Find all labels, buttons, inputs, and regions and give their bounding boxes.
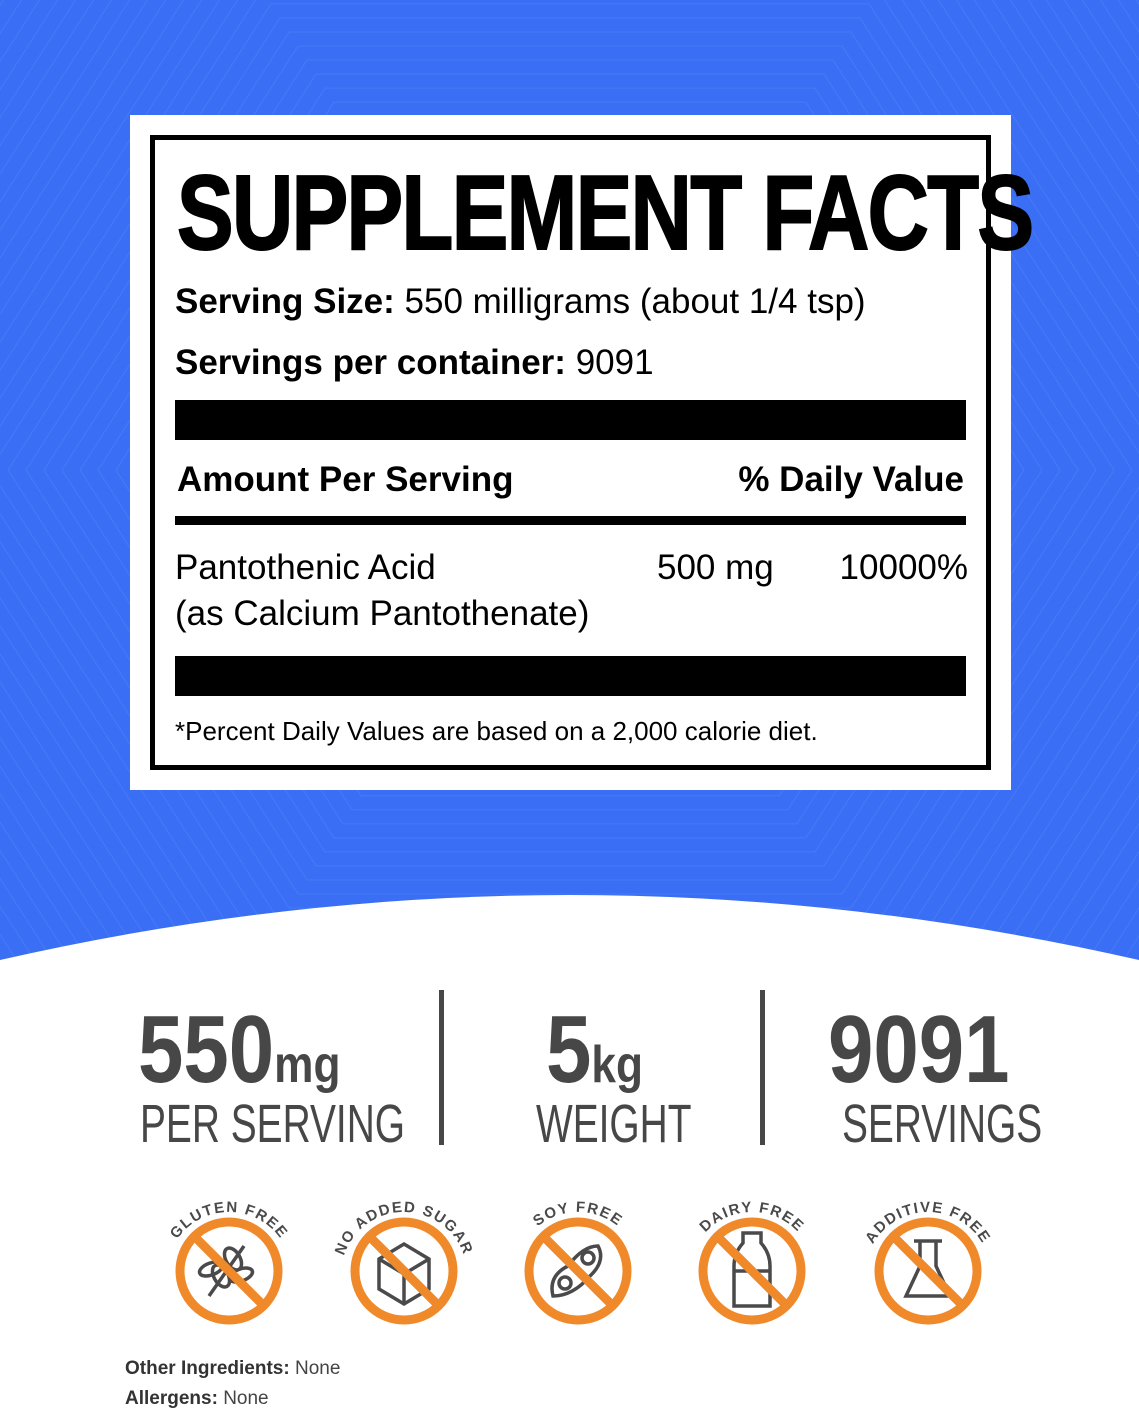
- stat-unit: mg: [274, 1036, 341, 1094]
- prohibition-slash: [713, 1232, 791, 1310]
- badge-no-added-sugar: NO ADDED SUGAR: [332, 1199, 477, 1325]
- footnote: *Percent Daily Values are based on a 2,0…: [175, 716, 818, 746]
- allergens: Allergens: None: [125, 1388, 269, 1410]
- supplement-facts-label: SUPPLEMENT FACTS Serving Size: 550 milli…: [130, 115, 1035, 790]
- serving-size-value: 550 milligrams (about 1/4 tsp): [404, 282, 866, 321]
- allergens-label: Allergens:: [125, 1388, 218, 1409]
- serving-size: Serving Size: 550 milligrams (about 1/4 …: [175, 282, 866, 322]
- divider-line: [760, 990, 765, 1145]
- badge-gluten-free: GLUTEN FREE: [167, 1199, 290, 1325]
- nutrient-source: (as Calcium Pantothenate): [175, 594, 590, 633]
- other-ingredients-value: None: [294, 1358, 341, 1379]
- soybean-icon: [550, 1244, 603, 1298]
- prohibition-slash: [190, 1232, 268, 1310]
- amount-per-serving-header: Amount Per Serving: [177, 460, 514, 499]
- nutrient-daily-value: 10000%: [839, 548, 968, 587]
- nutrient-amount: 500 mg: [657, 548, 774, 587]
- thick-divider: [175, 400, 966, 440]
- prohibition-slash: [889, 1232, 967, 1310]
- prohibition-circle-icon: [874, 1217, 982, 1325]
- divider-line: [439, 990, 444, 1145]
- badge-label: DAIRY FREE: [696, 1199, 807, 1236]
- prohibition-slash: [539, 1232, 617, 1310]
- other-ingredients-label: Other Ingredients:: [125, 1358, 290, 1379]
- badge-additive-free: ADDITIVE FREE: [862, 1199, 993, 1325]
- prohibition-circle-icon: [524, 1217, 632, 1325]
- label-border: SUPPLEMENT FACTS Serving Size: 550 milli…: [150, 135, 1035, 770]
- divider: [175, 516, 966, 525]
- stat-number: 9091: [828, 996, 1010, 1103]
- servings-label: Servings per container:: [175, 343, 566, 382]
- stat-caption: SERVINGS: [842, 1094, 1043, 1154]
- prohibition-circle-icon: [175, 1217, 283, 1325]
- badge-label: NO ADDED SUGAR: [332, 1199, 477, 1258]
- stat-value: 5kg: [546, 995, 643, 1105]
- servings-value: 9091: [575, 343, 654, 382]
- label-title: SUPPLEMENT FACTS: [176, 154, 1035, 272]
- other-ingredients: Other Ingredients: None: [125, 1358, 340, 1380]
- stat-caption: WEIGHT: [536, 1094, 692, 1154]
- stat-number: 550: [138, 996, 275, 1103]
- prohibition-circle-icon: [350, 1217, 458, 1325]
- stat-value: 550mg: [138, 995, 340, 1105]
- prohibition-circle-icon: [698, 1217, 806, 1325]
- serving-size-label: Serving Size:: [175, 282, 395, 321]
- badge-dairy-free: DAIRY FREE: [696, 1199, 807, 1325]
- allergens-value: None: [223, 1388, 269, 1409]
- stat-value: 9091: [828, 995, 1010, 1105]
- thick-divider: [175, 656, 966, 696]
- servings-per-container: Servings per container: 9091: [175, 343, 654, 383]
- daily-value-header: % Daily Value: [738, 460, 964, 499]
- stat-caption: PER SERVING: [140, 1094, 406, 1154]
- stat-number: 5: [546, 996, 592, 1103]
- stat-unit: kg: [591, 1036, 643, 1094]
- badge-soy-free: SOY FREE: [524, 1199, 632, 1325]
- prohibition-slash: [365, 1232, 443, 1310]
- nutrient-name: Pantothenic Acid: [175, 548, 436, 587]
